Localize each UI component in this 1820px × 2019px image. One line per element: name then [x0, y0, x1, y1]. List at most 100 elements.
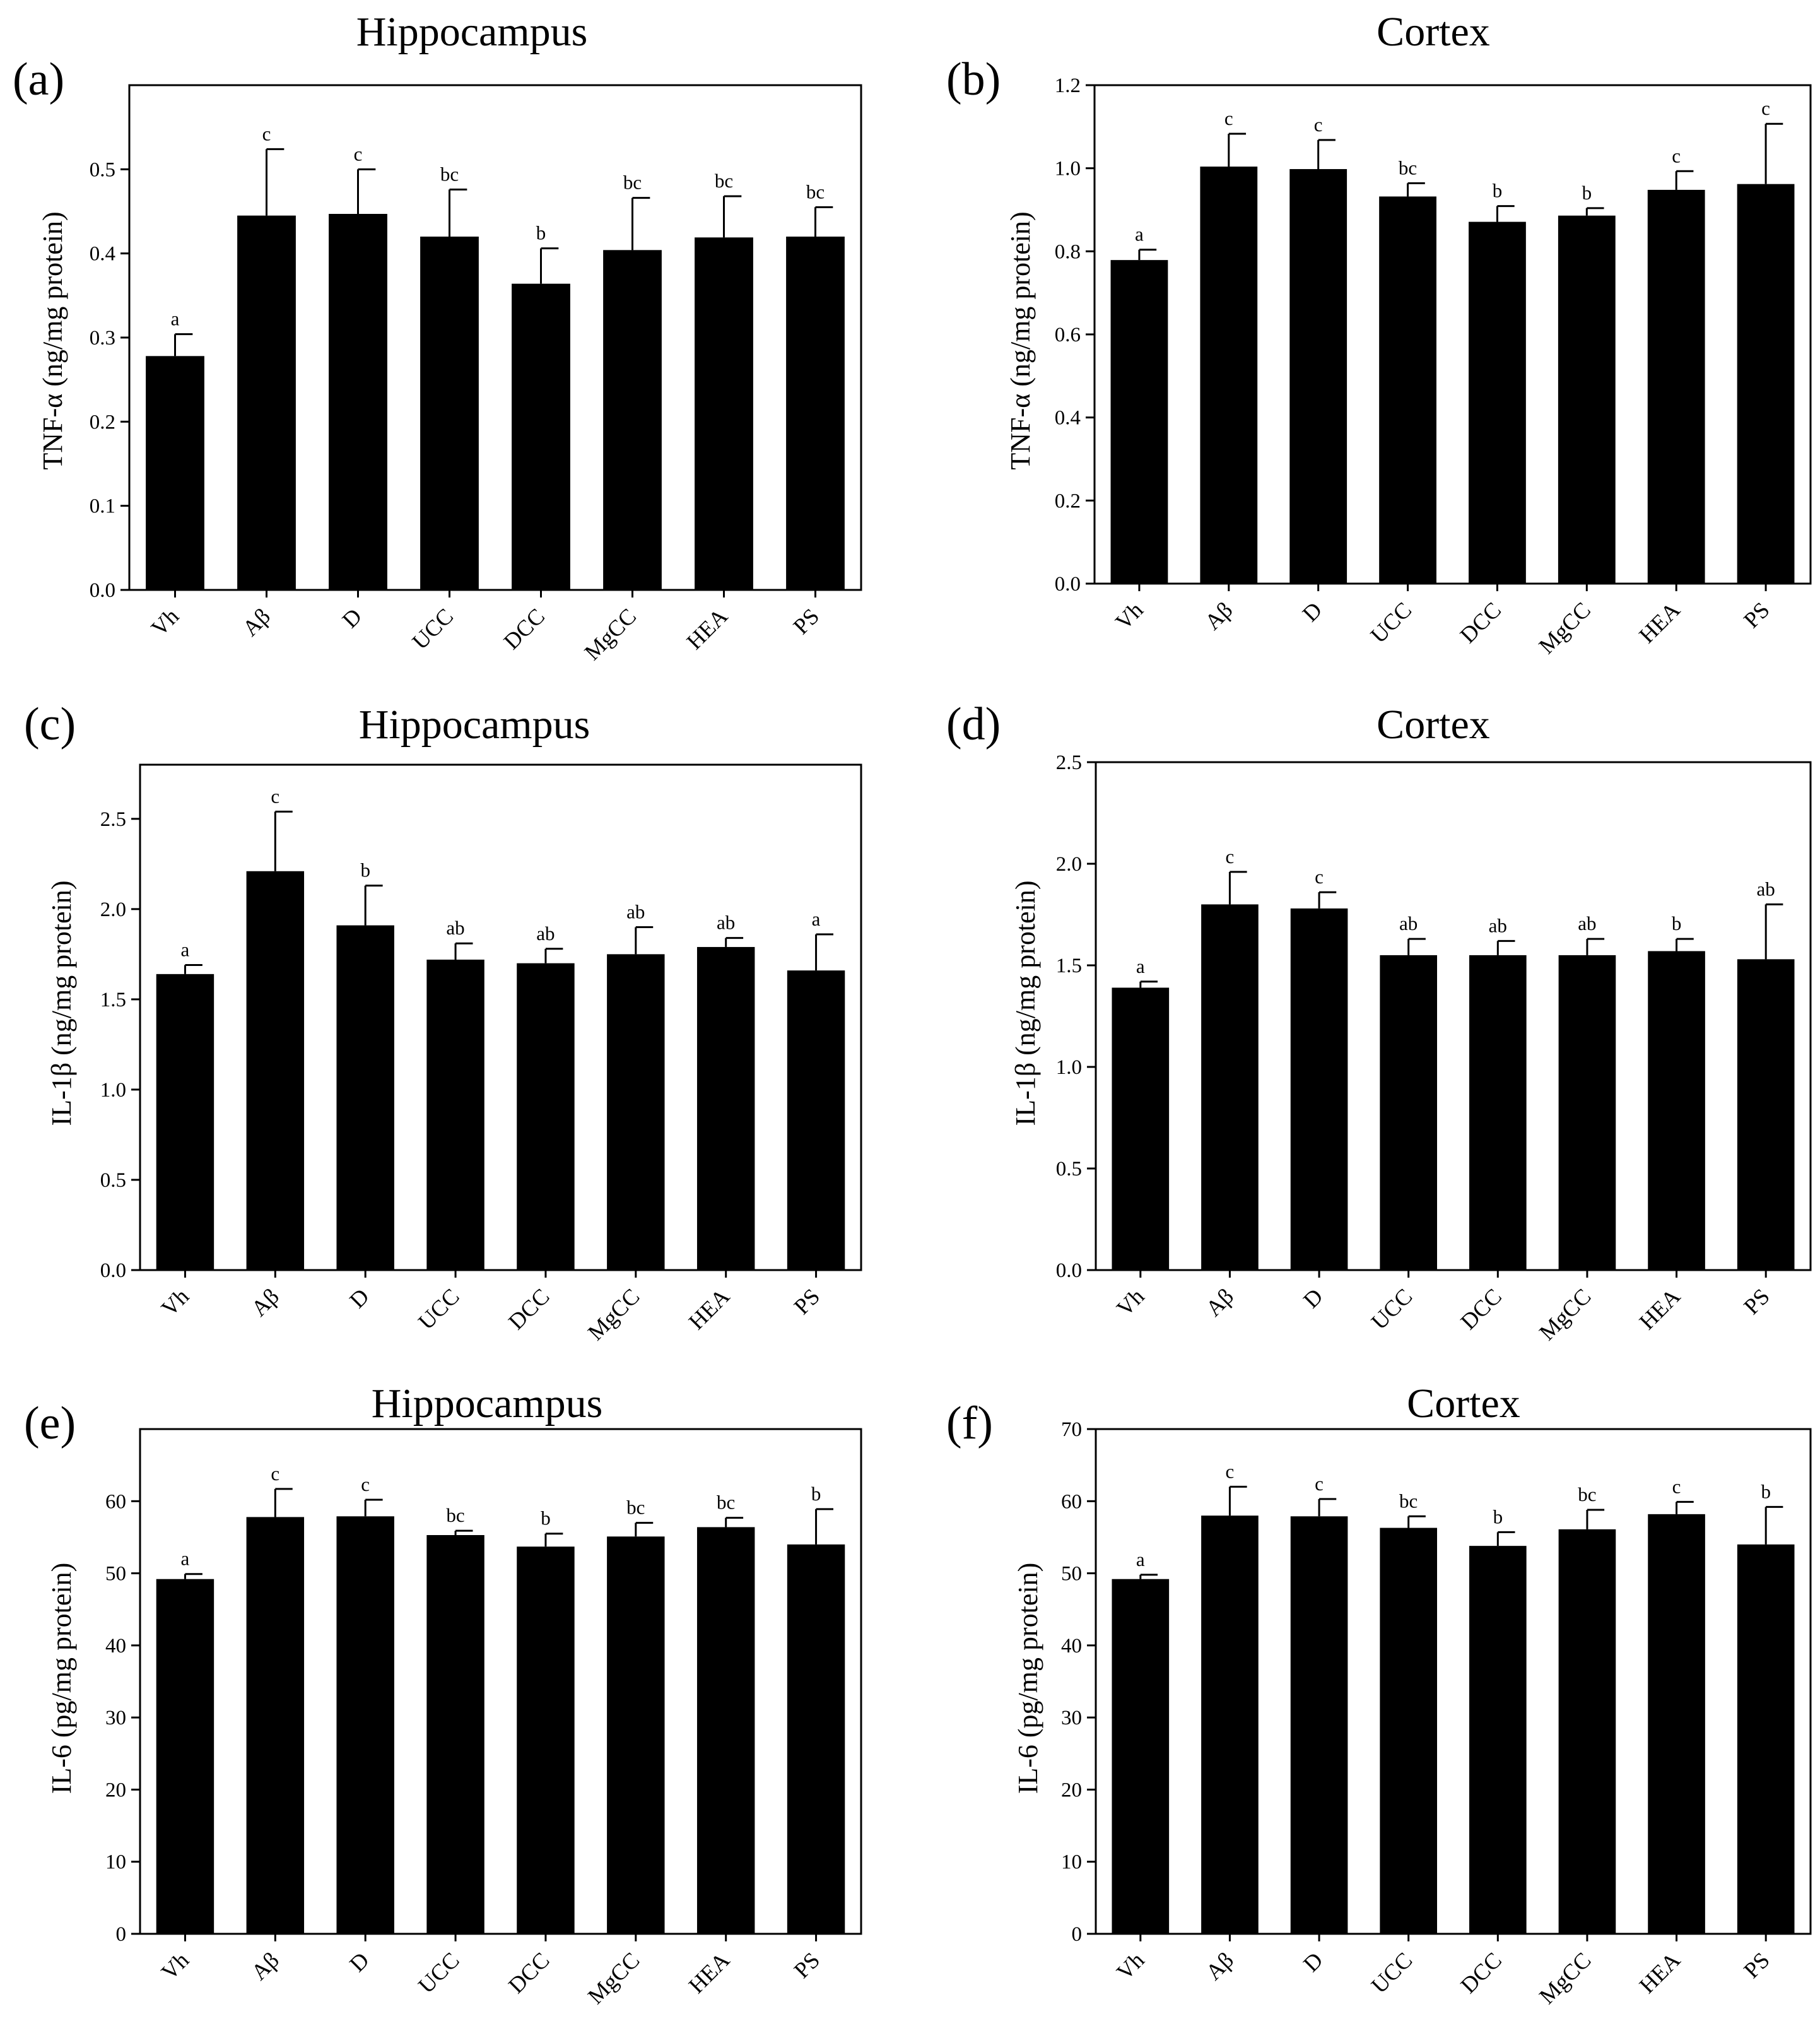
panel-a-title: Hippocampus	[356, 9, 588, 55]
panel-c-significance-label: c	[271, 785, 279, 807]
panel-d-plot: 0.00.51.01.52.02.5aVhcAβcDabUCCabDCCabMg…	[1056, 751, 1812, 1345]
panel-c-bar	[246, 871, 305, 1270]
panel-e-significance-label: c	[361, 1473, 370, 1495]
panel-e-ylabel: IL-6 (pg/mg protein)	[46, 1563, 77, 1794]
panel-b-ytick-label: 1.0	[1055, 158, 1081, 180]
panel-f-ytick-label: 30	[1061, 1707, 1082, 1729]
panel-d-ytick-label: 0.0	[1056, 1259, 1082, 1282]
panel-c-frame	[139, 763, 862, 1271]
panel-b: (b) Cortex TNF-α (ng/mg protein)	[946, 9, 1490, 470]
panel-d-frame	[1095, 761, 1812, 1271]
panel-f-ytick-label: 50	[1061, 1563, 1082, 1586]
panel-d-significance-label: ab	[1399, 912, 1418, 934]
panel-a-bar	[603, 250, 662, 590]
panel-a-bar	[420, 237, 479, 590]
panel-c-ylabel: IL-1β (ng/mg protein)	[46, 881, 77, 1126]
panel-f-bar	[1558, 1529, 1616, 1934]
panel-d-significance-label: a	[1136, 955, 1145, 977]
panel-f-bar	[1380, 1527, 1438, 1934]
panel-f-title: Cortex	[1407, 1380, 1520, 1427]
panel-b-ytick-label: 0.8	[1055, 240, 1081, 263]
panel-d-ytick-label: 0.5	[1056, 1158, 1082, 1180]
panel-b-label: (b)	[946, 54, 1001, 105]
panel-d-significance-label: b	[1672, 912, 1682, 934]
panel-e-ytick-label: 30	[105, 1707, 126, 1729]
panel-a-ytick-label: 0.0	[90, 579, 115, 602]
panel-a-ytick-label: 0.3	[90, 327, 115, 350]
panel-b-ytick-label: 0.0	[1055, 573, 1081, 596]
panel-a-significance-label: bc	[806, 180, 825, 203]
panel-b-title: Cortex	[1377, 9, 1490, 55]
panel-d-significance-label: ab	[1578, 912, 1596, 934]
panel-a-bar	[237, 215, 296, 591]
panel-d-significance-label: ab	[1489, 914, 1507, 936]
panel-f-significance-label: b	[1493, 1505, 1503, 1527]
panel-e-bar	[517, 1546, 575, 1934]
panel-b-bar	[1200, 167, 1258, 584]
panel-b-ytick-label: 0.2	[1055, 490, 1081, 512]
panel-e: (e) Hippocampus IL-6 (pg/mg protein)	[24, 1380, 602, 1794]
panel-f-ytick-label: 20	[1061, 1779, 1082, 1801]
panel-b-bar	[1379, 196, 1436, 584]
panel-e-plot: 0102030405060aVhcAβcDbcUCCbDCCbcMgCCbcHE…	[105, 1428, 862, 2009]
panel-c-ytick-label: 2.5	[100, 808, 126, 831]
panel-d-ytick-label: 2.5	[1056, 751, 1082, 774]
panel-c-bar	[336, 925, 394, 1270]
panel-d-significance-label: c	[1315, 866, 1324, 888]
panel-f-significance-label: bc	[1578, 1483, 1596, 1505]
panel-e-bar	[426, 1535, 484, 1934]
panel-a-bar	[695, 237, 753, 590]
panel-e-ytick-label: 10	[105, 1851, 126, 1874]
panel-e-ytick-label: 40	[105, 1635, 126, 1657]
panel-a-significance-label: bc	[715, 170, 733, 192]
panel-b-ylabel: TNF-α (ng/mg protein)	[1005, 211, 1036, 469]
panel-c-significance-label: ab	[626, 900, 645, 922]
panel-f-bar	[1112, 1579, 1170, 1934]
panel-d-bar	[1290, 908, 1348, 1270]
panel-b-bar	[1469, 221, 1526, 584]
panel-a-ytick-label: 0.2	[90, 411, 115, 433]
panel-f-bar	[1648, 1514, 1705, 1934]
panel-b-bar	[1110, 260, 1168, 584]
panel-b-bar	[1647, 189, 1705, 584]
panel-f-ytick-label: 70	[1061, 1418, 1082, 1441]
panel-b-significance-label: c	[1761, 97, 1770, 119]
panel-e-bar	[336, 1516, 394, 1934]
panel-b-ytick-label: 0.4	[1055, 407, 1081, 430]
panel-e-ytick-label: 50	[105, 1563, 126, 1586]
panel-b-significance-label: a	[1135, 223, 1144, 245]
panel-a-ytick-label: 0.5	[90, 158, 115, 181]
panel-f-label: (f)	[946, 1398, 993, 1449]
panel-c-significance-label: ab	[446, 917, 464, 939]
panel-f: (f) Cortex IL-6 (pg/mg protein)	[946, 1380, 1520, 1794]
panel-b-bar	[1289, 168, 1347, 584]
panel-d-bar	[1648, 951, 1705, 1270]
panel-f-ylabel: IL-6 (pg/mg protein)	[1013, 1563, 1043, 1794]
panel-c-ytick-label: 2.0	[100, 898, 126, 921]
panel-c-bar	[426, 959, 484, 1270]
panel-a-ytick-label: 0.1	[90, 495, 115, 518]
panel-b-significance-label: b	[1493, 180, 1503, 202]
panel-e-ytick-label: 20	[105, 1779, 126, 1801]
panel-a-label: (a)	[13, 54, 64, 105]
panel-b-bar	[1737, 184, 1795, 584]
panel-a-bar	[329, 214, 387, 590]
panel-e-bar	[787, 1544, 845, 1934]
panel-e-title: Hippocampus	[372, 1380, 603, 1427]
panel-a-bar	[786, 237, 845, 590]
panel-a-significance-label: bc	[623, 172, 642, 194]
panel-b-ytick-label: 0.6	[1055, 324, 1081, 346]
panel-e-bar	[156, 1579, 214, 1934]
panel-d-bar	[1201, 904, 1259, 1270]
panel-d-ylabel: IL-1β (ng/mg protein)	[1010, 881, 1041, 1126]
panel-a-significance-label: c	[262, 122, 271, 144]
panel-f-ytick-label: 0	[1072, 1923, 1083, 1946]
panel-e-label: (e)	[24, 1398, 76, 1449]
panel-e-significance-label: bc	[717, 1492, 735, 1514]
panel-f-significance-label: b	[1761, 1480, 1771, 1502]
panel-c-bar	[607, 954, 665, 1270]
panel-a: (a) Hippocampus TNF-α (ng/mg protein)	[13, 9, 587, 470]
panel-c-ytick-label: 0.0	[100, 1259, 126, 1282]
panel-e-significance-label: bc	[626, 1497, 645, 1519]
panel-d-ytick-label: 2.0	[1056, 853, 1082, 876]
